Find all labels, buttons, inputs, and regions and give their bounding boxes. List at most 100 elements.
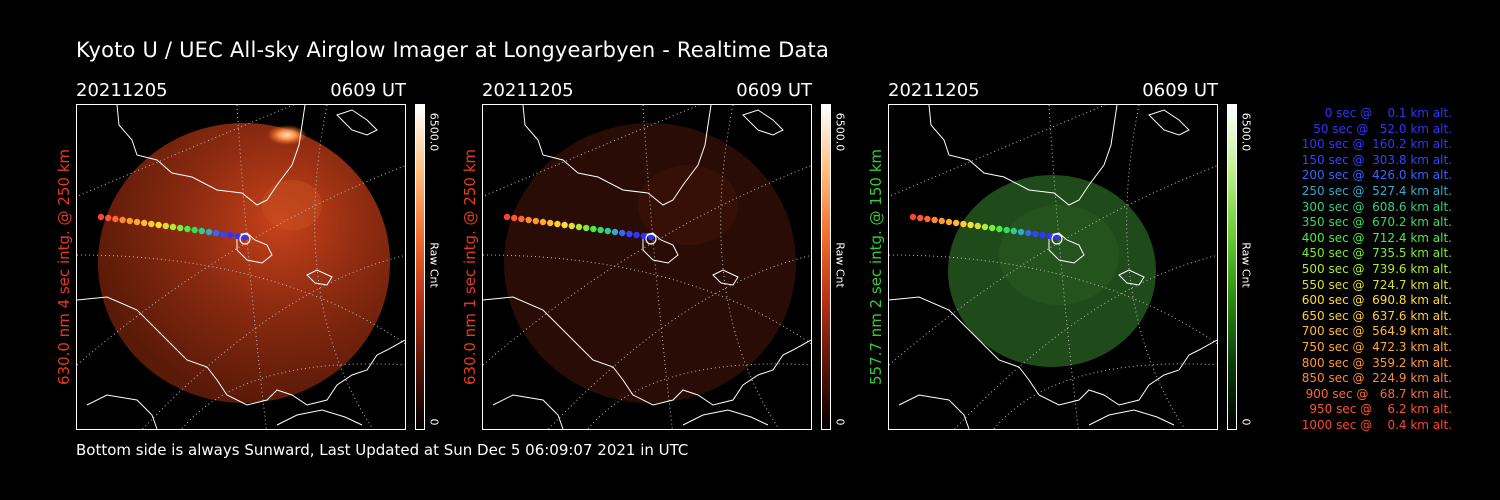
legend-entry: 850 sec @ 224.9 km alt. [1301,371,1452,386]
trajectory-point [105,214,112,222]
trajectory-point [953,219,960,227]
trajectory-point [141,219,148,227]
trajectory-point [1010,227,1017,235]
image-panel-3: 20211205 0609 UT 557.7 nm 2 sec intg. @ … [867,80,1288,430]
colorbar-min-label: 0 [427,418,441,426]
trajectory-point [583,224,590,232]
legend-entry: 200 sec @ 426.0 km alt. [1301,168,1452,183]
station-marker [1051,233,1063,245]
trajectory-point [626,230,633,238]
legend-entry: 750 sec @ 472.3 km alt. [1301,339,1452,354]
trajectory-point [547,219,554,227]
trajectory-point [568,222,575,230]
trajectory-point [647,233,655,241]
trajectory-point [503,213,511,221]
trajectory-point [169,223,177,231]
trajectory-point [97,213,105,221]
trajectory-point [525,216,532,224]
allsky-image [76,104,406,430]
trajectory-point [1025,229,1032,237]
trajectory-point [611,228,619,236]
colorbar-title: Raw Cnt [833,242,847,288]
trajectory-point [633,231,640,239]
trajectory-point [619,229,626,237]
trajectory-point [938,217,945,225]
panel-date: 20211205 [76,80,168,101]
colorbar-min-label: 0 [833,418,847,426]
station-marker [645,233,657,245]
colorbar-max-label: 6500.0 [833,112,847,152]
legend-entry: 500 sec @ 739.6 km alt. [1301,261,1452,276]
legend-entry: 250 sec @ 527.4 km alt. [1301,183,1452,198]
trajectory-point [554,220,561,228]
legend-entry: 1000 sec @ 0.4 km alt. [1301,417,1452,432]
legend-entry: 100 sec @ 160.2 km alt. [1301,137,1452,152]
trajectory-point [220,230,227,238]
panel-time: 0609 UT [1142,80,1218,101]
colorbar [1227,104,1237,430]
image-panel-1: 20211205 0609 UT 630.0 nm 4 sec intg. @ … [55,80,476,430]
image-panel-2: 20211205 0609 UT 630.0 nm 1 sec intg. @ … [461,80,882,430]
trajectory-point [974,222,981,230]
airglow-disk [504,123,796,403]
trajectory-point [198,227,205,235]
airglow-disk [98,123,390,403]
trajectory-point [1046,232,1053,240]
page-title: Kyoto U / UEC All-sky Airglow Imager at … [76,38,830,62]
trajectory-point [213,229,220,237]
trajectory-point [989,224,996,232]
trajectory-point [511,214,518,222]
trajectory-point [1039,231,1046,239]
trajectory-point [148,220,155,228]
trajectory-point [241,233,249,241]
trajectory-point [575,223,583,231]
trajectory-point [924,215,931,223]
panel-time: 0609 UT [736,80,812,101]
wavelength-label: 557.7 nm 2 sec intg. @ 150 km [867,148,885,386]
legend-entry: 950 sec @ 6.2 km alt. [1309,402,1452,417]
trajectory-point [590,225,597,233]
trajectory [503,213,657,245]
trajectory-point [640,232,647,240]
trajectory-point [945,218,953,226]
trajectory-point [205,228,213,236]
footer-note: Bottom side is always Sunward, Last Upda… [76,441,689,459]
wavelength-label: 630.0 nm 1 sec intg. @ 250 km [461,148,479,386]
trajectory-point [112,215,119,223]
trajectory-point [996,225,1003,233]
trajectory-point [561,221,568,229]
legend-entry: 400 sec @ 712.4 km alt. [1301,230,1452,245]
trajectory-point [234,232,241,240]
panel-time: 0609 UT [330,80,406,101]
legend-entry: 800 sec @ 359.2 km alt. [1301,355,1452,370]
colorbar [415,104,425,430]
colorbar-max-label: 6500.0 [427,112,441,152]
trajectory-point [967,221,974,229]
trajectory-point [909,213,917,221]
legend-entry: 150 sec @ 303.8 km alt. [1301,152,1452,167]
trajectory-point [539,218,547,226]
trajectory-point [184,225,191,233]
legend-entry: 900 sec @ 68.7 km alt. [1305,386,1452,401]
colorbar [821,104,831,430]
trajectory-point [1053,233,1061,241]
trajectory-point [133,218,141,226]
wavelength-label: 630.0 nm 4 sec intg. @ 250 km [55,148,73,386]
trajectory-point [960,220,967,228]
colorbar-title: Raw Cnt [1239,242,1253,288]
legend-entry: 600 sec @ 690.8 km alt. [1301,293,1452,308]
panel-date: 20211205 [482,80,574,101]
trajectory-point [1017,228,1025,236]
trajectory-point [119,216,126,224]
colorbar-min-label: 0 [1239,418,1253,426]
legend-entry: 0 sec @ 0.1 km alt. [1324,106,1452,120]
trajectory-point [227,231,234,239]
trajectory [909,213,1063,245]
legend-entry: 350 sec @ 670.2 km alt. [1301,215,1452,230]
legend-entry: 300 sec @ 608.6 km alt. [1301,199,1452,214]
legend-entry: 650 sec @ 637.6 km alt. [1301,308,1452,323]
allsky-map [889,105,1217,429]
colorbar-title: Raw Cnt [427,242,441,288]
legend-entry: 50 sec @ 52.0 km alt. [1313,121,1452,136]
legend-entry: 700 sec @ 564.9 km alt. [1301,324,1452,339]
